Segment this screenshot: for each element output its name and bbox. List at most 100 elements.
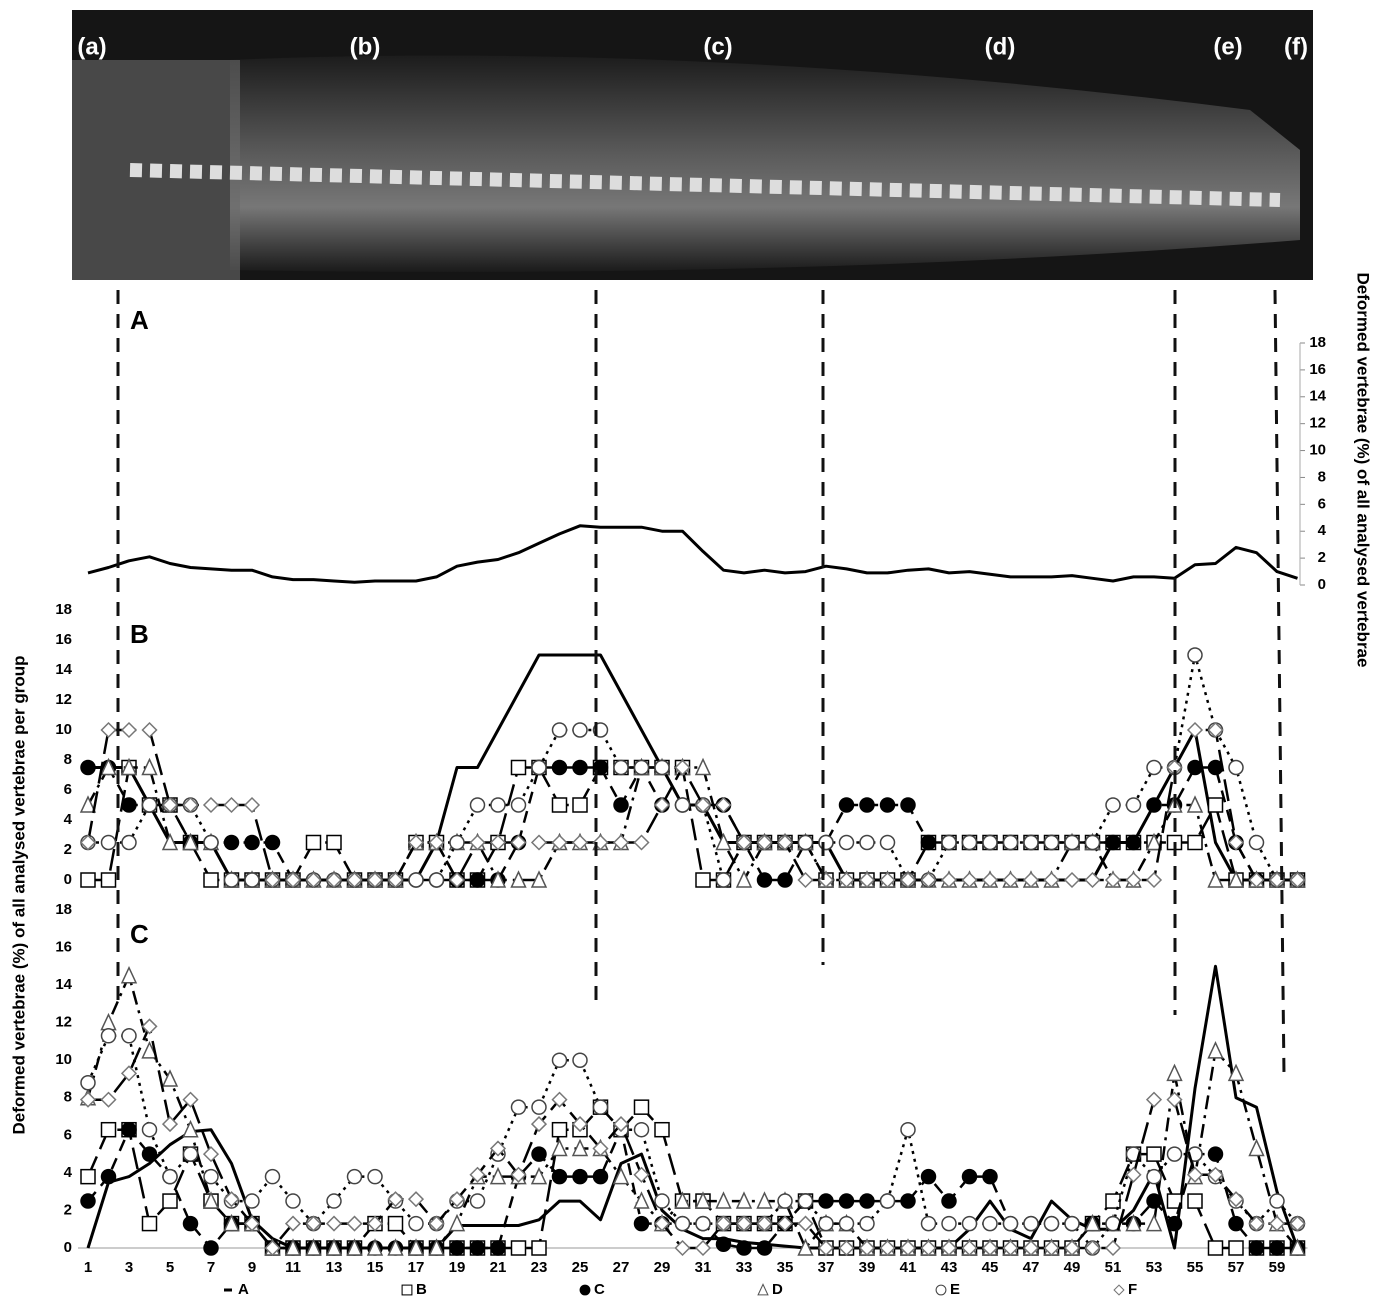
marker [859, 834, 875, 851]
marker [141, 1146, 158, 1162]
x-tick-label: 39 [859, 1259, 876, 1276]
marker [284, 1238, 302, 1256]
marker [387, 1215, 404, 1232]
marker [1043, 1239, 1060, 1257]
image-label: (d) [985, 33, 1016, 60]
marker [1187, 834, 1203, 851]
x-tick-label: 37 [818, 1259, 835, 1276]
marker [961, 1168, 978, 1185]
y-tick-label: 14 [55, 976, 72, 993]
y-tick-label: 10 [1309, 442, 1326, 459]
marker [715, 832, 732, 851]
marker [818, 834, 834, 851]
marker [202, 1146, 220, 1163]
marker [551, 1121, 568, 1138]
marker [408, 872, 424, 888]
marker [961, 1215, 978, 1232]
marker [489, 1140, 507, 1157]
marker [838, 834, 855, 851]
marker [305, 871, 322, 889]
marker [510, 1166, 527, 1183]
marker [100, 1012, 117, 1031]
marker [120, 965, 138, 984]
marker [1269, 1240, 1285, 1256]
marker [899, 871, 917, 889]
marker [510, 797, 527, 813]
marker [80, 872, 96, 888]
marker [79, 795, 97, 813]
marker [1084, 1239, 1101, 1257]
y-tick-label: 8 [64, 751, 72, 768]
marker [756, 1191, 773, 1209]
marker [326, 1193, 342, 1209]
marker [1043, 871, 1060, 889]
marker [674, 1239, 691, 1257]
y-tick-label: 16 [55, 939, 72, 956]
marker [1002, 871, 1019, 889]
x-tick-label: 53 [1146, 1259, 1163, 1276]
marker [756, 872, 773, 888]
y-tick-label: 0 [64, 871, 72, 888]
marker [1228, 759, 1244, 776]
x-tick-label: 49 [1064, 1259, 1081, 1276]
x-tick-label: 3 [125, 1259, 133, 1276]
marker [346, 1238, 363, 1256]
y-tick-label: 2 [64, 1201, 72, 1218]
marker [1248, 871, 1265, 889]
panel-title: A [130, 305, 149, 335]
marker [1043, 1215, 1060, 1232]
marker [120, 757, 138, 776]
marker [428, 834, 445, 851]
marker [982, 1168, 998, 1185]
marker [797, 1193, 814, 1209]
marker [79, 834, 97, 851]
marker [387, 1191, 404, 1208]
marker [1186, 795, 1204, 813]
marker [735, 1215, 753, 1232]
marker [1064, 834, 1080, 851]
x-tick-label: 19 [449, 1259, 466, 1276]
marker [695, 1215, 711, 1232]
marker [469, 834, 486, 851]
x-tick-label: 15 [367, 1259, 384, 1276]
marker [182, 832, 199, 851]
marker [756, 1240, 773, 1256]
x-tick-label: 9 [248, 1259, 256, 1276]
y-tick-label: 4 [1318, 522, 1327, 539]
marker [1187, 759, 1203, 776]
marker [777, 1193, 793, 1209]
marker [1002, 1239, 1019, 1257]
marker [551, 797, 568, 813]
x-tick-label: 57 [1228, 1259, 1245, 1276]
marker [797, 834, 814, 851]
marker [776, 834, 794, 851]
marker [203, 872, 219, 888]
marker [161, 1116, 179, 1133]
marker [407, 1238, 425, 1256]
x-tick-label: 1 [84, 1259, 92, 1276]
guide-lines [116, 289, 1286, 1076]
marker [100, 1168, 117, 1185]
marker [366, 1238, 384, 1256]
marker [510, 759, 527, 776]
marker [489, 870, 507, 888]
marker [1084, 1213, 1101, 1232]
marker [551, 1138, 568, 1157]
marker [838, 1239, 855, 1257]
panel: B 0 2 4 6 8 10 12 14 16 18 Deformed vertebrae (%) o… [9, 601, 1306, 1135]
legend-swatch [935, 1284, 947, 1296]
marker [756, 834, 773, 851]
marker [203, 1240, 219, 1256]
marker [121, 834, 137, 851]
legend-swatch [401, 1284, 413, 1296]
y-tick-label: 4 [64, 1164, 73, 1181]
marker [141, 721, 158, 739]
marker [223, 796, 240, 814]
marker [346, 871, 363, 889]
marker [633, 1099, 650, 1115]
marker [469, 1166, 486, 1183]
marker [100, 1121, 117, 1138]
marker [1207, 1146, 1224, 1162]
marker [120, 1065, 138, 1082]
